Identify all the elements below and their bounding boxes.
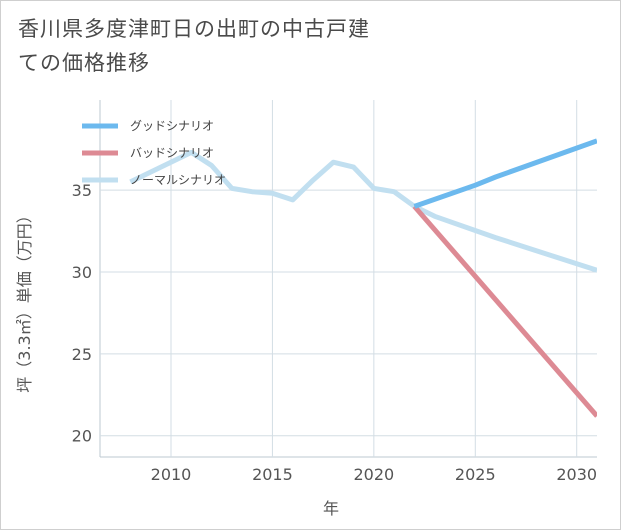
x-tick-label: 2020 xyxy=(353,465,394,484)
legend-label-3: ノーマルシナリオ xyxy=(130,173,226,187)
y-tick-label: 25 xyxy=(72,345,92,364)
y-axis-label: 坪（3.3㎡）単価（万円） xyxy=(15,207,34,392)
series-line-1 xyxy=(413,138,597,209)
x-tick-label: 2015 xyxy=(252,465,293,484)
y-tick-label: 20 xyxy=(72,427,92,446)
series-line-3 xyxy=(129,149,597,273)
legend-label-2: バッドシナリオ xyxy=(130,146,214,160)
y-tick-label: 30 xyxy=(72,263,92,282)
x-tick-label: 2010 xyxy=(151,465,192,484)
x-axis-label: 年 xyxy=(323,499,339,518)
series-lines xyxy=(129,138,597,418)
x-tick-label: 2025 xyxy=(455,465,496,484)
y-tick-label: 35 xyxy=(72,181,92,200)
x-tick-label: 2030 xyxy=(556,465,597,484)
legend-label-1: グッドシナリオ xyxy=(130,119,214,133)
chart-title: 香川県多度津町日の出町の中古戸建ての価格推移 xyxy=(18,17,370,75)
series-line-2 xyxy=(412,204,597,418)
